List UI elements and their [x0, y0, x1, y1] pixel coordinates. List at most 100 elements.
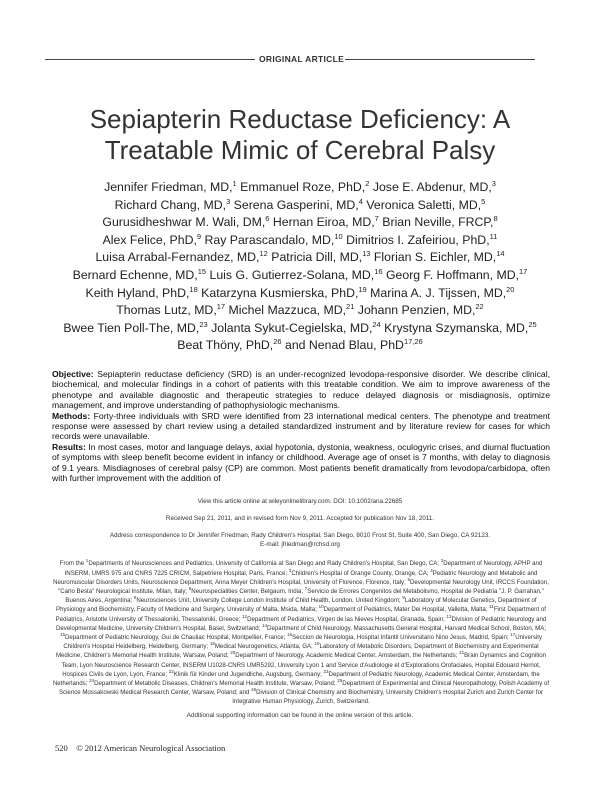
affiliation-number: 17 — [510, 632, 516, 637]
affiliation-number: 14 — [262, 622, 268, 628]
affiliation-number: 8 — [133, 595, 137, 601]
affiliation-ref: 18 — [189, 284, 198, 294]
affiliation-ref: 3 — [491, 178, 496, 188]
author-list: Jennifer Friedman, MD,1 Emmanuel Roze, P… — [10, 179, 590, 355]
author-line: Beat Thöny, PhD,26 and Nenad Blau, PhD17… — [10, 337, 590, 355]
online-link: View this article online at wileyonlinel… — [197, 498, 403, 506]
affiliation-number: 3 — [288, 567, 292, 573]
affiliation-ref: 15 — [197, 266, 207, 276]
author-name: Jolanta Sykut-Cegielska, MD, — [211, 320, 373, 335]
affiliation-number: 10 — [318, 604, 324, 610]
author-name: Patricia Dill, MD, — [271, 250, 363, 265]
affiliation-ref: 17 — [519, 266, 528, 276]
affiliation-ref: 24 — [372, 319, 381, 329]
affiliation-ref: 6 — [265, 214, 270, 224]
affiliation-text: Department of Metabolic Diseases, Childr… — [94, 680, 338, 688]
affiliation-text: Neurospecialities Center, Belgaum, India… — [191, 588, 305, 596]
abstract-paragraph: Objective: Sepiapterin reductase deficie… — [52, 369, 550, 411]
affiliation-text: Medical Neurogenetics, Atlanta, GA; — [214, 643, 315, 651]
article-title: Sepiapterin Reductase Deficiency: A Trea… — [20, 104, 580, 166]
abstract-heading: Results: — [52, 441, 86, 452]
author-name: Richard Chang, MD, — [114, 197, 227, 212]
author-name: Luisa Arrabal-Fernandez, MD, — [95, 250, 260, 265]
affiliation-number: 19 — [314, 641, 320, 647]
affiliation-text: Seccion de Neurologia, Hospital Infantil… — [292, 634, 511, 642]
correspondence: Address correspondence to Dr Jennifer Fr… — [109, 532, 491, 540]
affiliation-number: 23 — [323, 668, 329, 674]
abstract-paragraph: Results: In most cases, motor and langua… — [52, 442, 550, 484]
affiliation-ref: 26 — [273, 337, 282, 347]
affiliation-number: 11 — [489, 604, 494, 610]
affiliation-ref: 11 — [489, 231, 498, 241]
affiliation-text: Division of Clinical Chemistry and Bioch… — [232, 689, 544, 706]
author-name: Ray Parascandalo, MD, — [204, 232, 335, 247]
affiliation-ref: 22 — [475, 302, 484, 312]
author-line: Richard Chang, MD,3 Serena Gasperini, MD… — [10, 197, 590, 215]
affiliation-number: 12 — [242, 613, 248, 619]
affiliation-number: 26 — [251, 687, 257, 693]
abstract-heading: Methods: — [52, 410, 91, 421]
author-name: Emmanuel Roze, PhD, — [240, 180, 366, 194]
author-name: Gurusidheshwar M. Wali, DM, — [102, 215, 266, 230]
affiliation-ref: 8 — [493, 214, 498, 224]
page-footer: 520 © 2012 American Neurological Associa… — [55, 742, 600, 754]
affiliation-text: Department of Pediatric Neurology, Gui d… — [65, 634, 288, 642]
affiliation-text: Servicio de Errores Congenitos del Metab… — [65, 588, 544, 605]
affiliation-ref: 5 — [481, 196, 486, 206]
author-name: Veronica Saletti, MD, — [366, 197, 482, 212]
author-line: Bernard Echenne, MD,15 Luis G. Gutierrez… — [10, 267, 590, 285]
affiliation-text: University Children's Hospital Heidelber… — [63, 634, 542, 651]
author-line: Gurusidheshwar M. Wali, DM,6 Hernan Eiro… — [10, 214, 590, 232]
author-name: Krystyna Szymanska, MD, — [384, 320, 529, 335]
affiliation-text: First Department of Pediatrics, Aristotl… — [55, 606, 546, 623]
abstract-text: Sepiapterin reductase deficiency (SRD) i… — [52, 368, 550, 411]
affiliation-text: Department of Child Neurology, Massachus… — [267, 624, 547, 632]
affiliation-ref: 19 — [358, 284, 367, 294]
affiliation-ref: 9 — [196, 231, 202, 241]
author-line: Thomas Lutz, MD,17 Michel Mazzuca, MD,21… — [10, 302, 590, 320]
affiliation-ref: 10 — [334, 231, 343, 241]
affiliation-number: 18 — [209, 641, 215, 647]
affiliation-number: 5 — [407, 576, 411, 582]
affiliation-ref: 14 — [496, 249, 505, 259]
affiliation-text: Departments of Neurosciences and Pediatr… — [88, 560, 441, 568]
affiliation-ref: 4 — [358, 196, 363, 206]
affiliations-prefix: From the — [59, 560, 86, 568]
affiliation-number: 7 — [304, 585, 308, 591]
author-name: Brian Neville, FRCP, — [382, 215, 494, 230]
affiliation-number: 21 — [459, 650, 465, 656]
author-name: Keith Hyland, PhD, — [85, 285, 190, 300]
author-name: Luis G. Gutierrez-Solana, MD, — [209, 267, 375, 282]
affiliation-number: 9 — [402, 595, 405, 601]
author-name: Florian S. Eichler, MD, — [373, 250, 497, 265]
affiliation-ref: 17 — [216, 302, 226, 312]
affiliations: From the 1Departments of Neurosciences a… — [52, 559, 550, 706]
abstract-text: In most cases, motor and language delays… — [52, 441, 550, 483]
affiliation-text: Division of Pediatric Neurology and Deve… — [55, 615, 547, 632]
affiliation-text: Brain Dynamics and Cognition Team, Lyon … — [61, 652, 547, 678]
abstract: Objective: Sepiapterin reductase deficie… — [52, 369, 550, 483]
author-name: Thomas Lutz, MD, — [116, 303, 217, 318]
affiliation-ref: 17,26 — [403, 337, 423, 347]
affiliation-text: Department of Pediatrics, Mater Dei Hosp… — [323, 606, 490, 614]
affiliation-number: 16 — [287, 632, 293, 637]
author-line: Jennifer Friedman, MD,1 Emmanuel Roze, P… — [10, 179, 590, 197]
author-line: Keith Hyland, PhD,18 Katarzyna Kusmiersk… — [10, 285, 590, 303]
affiliation-number: 4 — [430, 567, 433, 573]
affiliation-number: 6 — [188, 585, 192, 591]
author-name: Johann Penzien, MD, — [357, 303, 476, 318]
supporting-info: Additional supporting information can be… — [186, 711, 414, 719]
author-name: Bwee Tien Poll-The, MD, — [63, 320, 200, 335]
affiliation-ref: 16 — [374, 266, 383, 276]
affiliation-number: 2 — [440, 558, 444, 564]
author-line: Bwee Tien Poll-The, MD,23 Jolanta Sykut-… — [10, 320, 590, 338]
affiliation-ref: 23 — [199, 319, 208, 329]
affiliation-text: Developmental Neurology Unit, IRCCS Foun… — [58, 578, 549, 596]
affiliation-ref: 2 — [365, 178, 370, 188]
affiliation-number: 24 — [89, 678, 95, 684]
section-label: ORIGINAL ARTICLE — [259, 54, 345, 64]
section-header: ORIGINAL ARTICLE — [45, 52, 535, 66]
affiliation-text: Laboratory of Molecular Genetics, Depart… — [56, 597, 537, 614]
abstract-heading: Objective: — [52, 368, 94, 379]
rule-left — [45, 59, 255, 60]
